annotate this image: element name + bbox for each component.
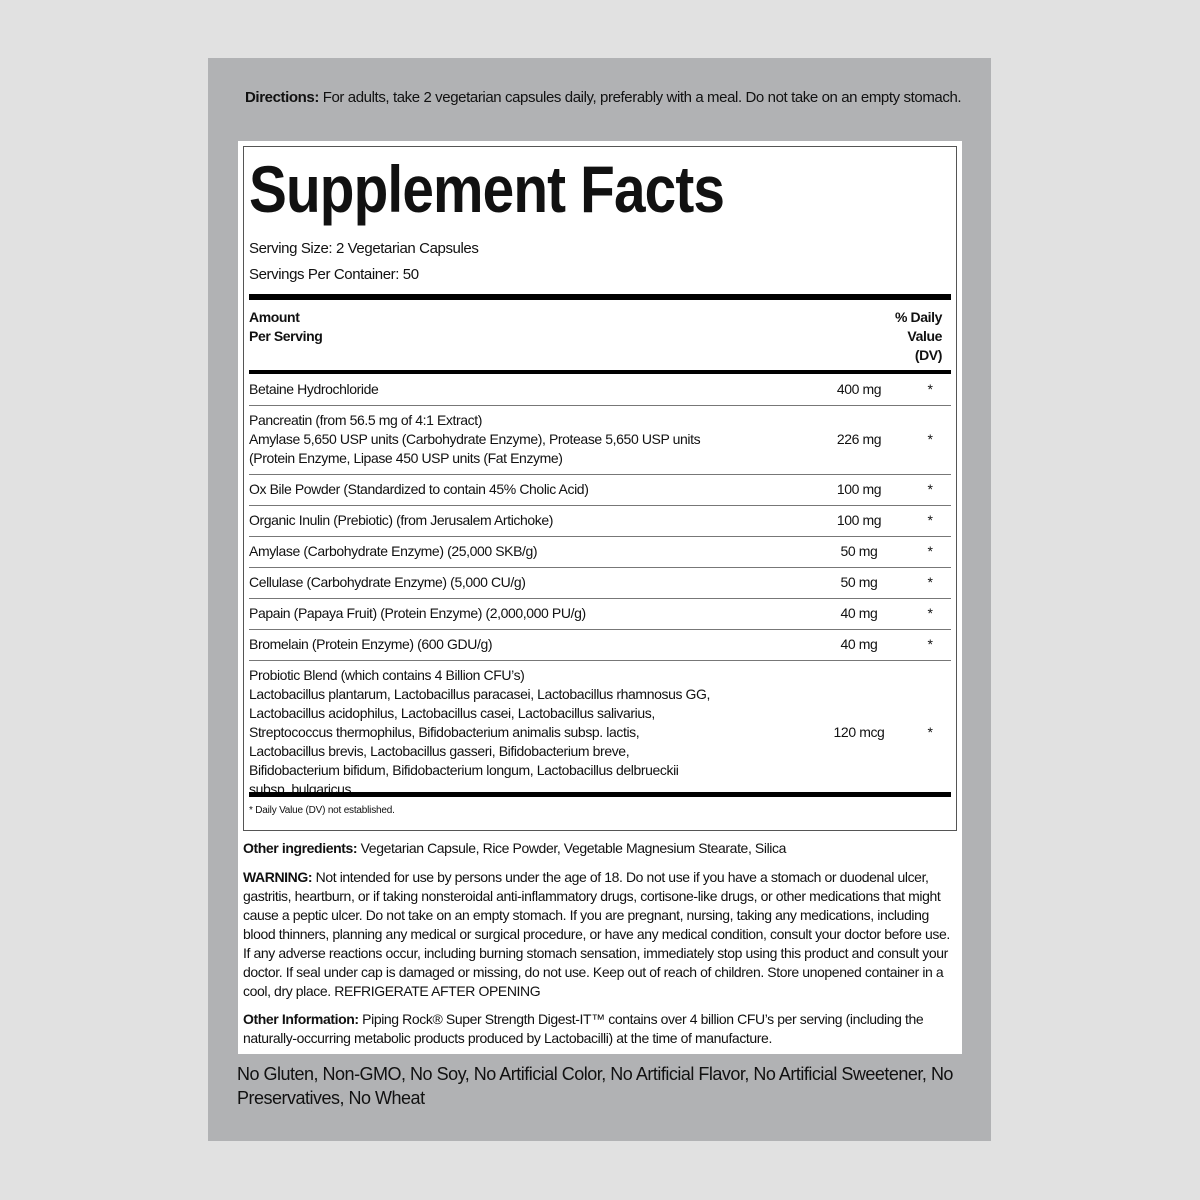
nutrient-amount: 40 mg [840, 636, 878, 652]
footnote: * Daily Value (DV) not established. [249, 805, 395, 816]
nutrient-name: Bromelain (Protein Enzyme) (600 GDU/g) [249, 635, 819, 654]
nutrient-row: Bromelain (Protein Enzyme) (600 GDU/g) 40… [249, 630, 951, 661]
other-ingredients-label: Other ingredients: [243, 840, 358, 856]
nutrient-daily-value: * [927, 605, 933, 621]
nutrient-name: Pancreatin (from 56.5 mg of 4:1 Extract)… [249, 411, 819, 468]
nutrient-daily-value: * [927, 724, 933, 740]
nutrient-daily-value: * [927, 512, 933, 528]
warning-text: Not intended for use by persons under th… [243, 869, 950, 999]
label-white-area [238, 141, 962, 1054]
nutrient-table: Betaine Hydrochloride 400 mg * Pancreatin (… [249, 375, 951, 805]
nutrient-name-line: Bromelain (Protein Enzyme) (600 GDU/g) [249, 636, 493, 652]
nutrient-amount: 100 mg [836, 481, 882, 497]
nutrient-name: Betaine Hydrochloride [249, 380, 819, 399]
nutrient-row: Amylase (Carbohydrate Enzyme) (25,000 SK… [249, 537, 951, 568]
nutrient-row: Organic Inulin (Prebiotic) (from Jerusal… [249, 506, 951, 537]
nutrient-row: Papain (Papaya Fruit) (Protein Enzyme) (… [249, 599, 951, 630]
other-information: Other Information: Piping Rock® Super St… [243, 1010, 955, 1048]
nutrient-name-line: Streptococcus thermophilus, Bifidobacter… [249, 724, 640, 740]
nutrient-daily-value: * [927, 574, 933, 590]
nutrient-daily-value: * [927, 381, 933, 397]
nutrient-daily-value: * [927, 481, 933, 497]
nutrient-row: Ox Bile Powder (Standardized to contain … [249, 475, 951, 506]
serving-size: Serving Size: 2 Vegetarian Capsules [249, 240, 479, 257]
nutrient-name-line: Ox Bile Powder (Standardized to contain … [249, 481, 589, 497]
nutrient-row: Pancreatin (from 56.5 mg of 4:1 Extract)… [249, 406, 951, 475]
nutrient-name: Ox Bile Powder (Standardized to contain … [249, 480, 819, 499]
nutrient-amount: 226 mg [836, 431, 882, 447]
nutrient-name: Organic Inulin (Prebiotic) (from Jerusal… [249, 511, 819, 530]
nutrient-daily-value: * [927, 636, 933, 652]
header-dv-line: (DV) [914, 347, 943, 363]
other-information-label: Other Information: [243, 1011, 359, 1027]
directions-text: For adults, take 2 vegetarian capsules d… [318, 89, 962, 106]
nutrient-amount: 400 mg [836, 381, 882, 397]
nutrient-name: Amylase (Carbohydrate Enzyme) (25,000 SK… [249, 542, 819, 561]
nutrient-name-line: Papain (Papaya Fruit) (Protein Enzyme) (… [249, 605, 586, 621]
nutrient-name-line: Lactobacillus brevis, Lactobacillus gass… [249, 743, 630, 759]
nutrient-amount: 120 mcg [833, 724, 885, 740]
nutrient-row: Betaine Hydrochloride 400 mg * [249, 375, 951, 406]
header-amount-line: Per Serving [249, 328, 323, 344]
nutrient-name: Probiotic Blend (which contains 4 Billio… [249, 666, 819, 799]
nutrient-name-line: Cellulase (Carbohydrate Enzyme) (5,000 C… [249, 574, 526, 590]
nutrient-name-line: Amylase (Carbohydrate Enzyme) (25,000 SK… [249, 543, 538, 559]
nutrient-name-line: Lactobacillus plantarum, Lactobacillus p… [249, 686, 711, 702]
header-amount-line: Amount [249, 309, 300, 325]
header-dv-line: % Daily [895, 309, 942, 325]
other-ingredients-text: Vegetarian Capsule, Rice Powder, Vegetab… [357, 840, 787, 856]
thick-divider [249, 294, 951, 300]
nutrient-row: Cellulase (Carbohydrate Enzyme) (5,000 C… [249, 568, 951, 599]
nutrient-amount: 40 mg [840, 605, 878, 621]
nutrient-amount: 50 mg [840, 543, 878, 559]
supplement-facts-panel: Supplement Facts Serving Size: 2 Vegetar… [243, 146, 957, 831]
warning-label: WARNING: [243, 869, 313, 885]
nutrient-row: Probiotic Blend (which contains 4 Billio… [249, 661, 951, 805]
header-amount: Amount Per Serving [249, 308, 323, 346]
thick-divider [249, 792, 951, 797]
nutrient-name-line: Betaine Hydrochloride [249, 381, 379, 397]
other-information-text: Piping Rock® Super Strength Digest-IT™ c… [243, 1011, 924, 1046]
nutrient-name: Papain (Papaya Fruit) (Protein Enzyme) (… [249, 604, 819, 623]
thick-divider [249, 370, 951, 374]
nutrient-name: Cellulase (Carbohydrate Enzyme) (5,000 C… [249, 573, 819, 592]
nutrient-amount: 50 mg [840, 574, 878, 590]
nutrient-daily-value: * [927, 543, 933, 559]
header-dv-line: Value [907, 328, 942, 344]
nutrient-amount: 100 mg [836, 512, 882, 528]
nutrient-daily-value: * [927, 431, 933, 447]
free-from-claims: No Gluten, Non-GMO, No Soy, No Artificia… [237, 1064, 953, 1108]
nutrient-name-line: Lactobacillus acidophilus, Lactobacillus… [249, 705, 655, 721]
nutrient-name-line: Organic Inulin (Prebiotic) (from Jerusal… [249, 512, 554, 528]
nutrient-name-line: Bifidobacterium bifidum, Bifidobacterium… [249, 762, 679, 778]
facts-title: Supplement Facts [249, 152, 725, 226]
nutrient-name-line: (Protein Enzyme, Lipase 450 USP units (F… [249, 450, 563, 466]
nutrient-name-line: Probiotic Blend (which contains 4 Billio… [249, 667, 525, 683]
servings-per-container: Servings Per Container: 50 [249, 266, 419, 283]
warning: WARNING: Not intended for use by persons… [243, 868, 955, 1001]
directions-label: Directions: [245, 89, 319, 106]
nutrient-name-line: Amylase 5,650 USP units (Carbohydrate En… [249, 431, 701, 447]
directions: Directions: For adults, take 2 vegetaria… [245, 88, 1005, 108]
other-ingredients: Other ingredients: Vegetarian Capsule, R… [243, 839, 955, 858]
header-daily-value: % Daily Value (DV) [895, 308, 942, 365]
nutrient-name-line: Pancreatin (from 56.5 mg of 4:1 Extract) [249, 412, 482, 428]
